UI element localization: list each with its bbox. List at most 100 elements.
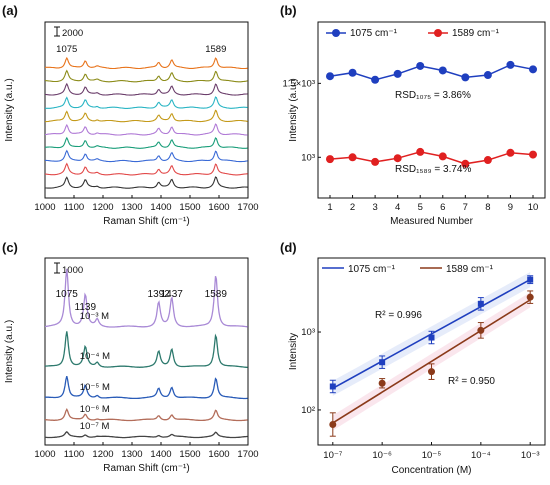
rsd-annotation-b: RSD₁₅₈₉ = 3.74% <box>395 164 471 175</box>
peak-label-a: 1075 <box>56 44 77 55</box>
x-tick-label-b: 4 <box>395 202 400 213</box>
data-point-b <box>416 147 425 156</box>
data-point-b <box>326 72 334 81</box>
x-tick-label-a: 1300 <box>121 202 142 213</box>
x-tick-label-a: 1400 <box>150 202 171 213</box>
x-tick-label-b: 9 <box>508 202 513 213</box>
panel-label-b: (b) <box>280 3 297 18</box>
data-point-d <box>527 276 534 283</box>
x-tick-label-c: 1400 <box>150 449 171 460</box>
data-point-b <box>529 65 537 74</box>
x-tick-label-b: 3 <box>372 202 377 213</box>
spectrum-line-a <box>44 162 248 176</box>
spectrum-line-c <box>44 331 248 369</box>
y-tick-label-d: 10³ <box>301 327 315 338</box>
y-axis-label-a: Intensity (a.u.) <box>4 78 15 141</box>
data-point-b <box>483 71 492 80</box>
x-tick-label-c: 1500 <box>179 449 200 460</box>
spectrum-line-a <box>44 82 248 96</box>
scale-bar-label-a: 2000 <box>62 28 83 39</box>
concentration-label-c: 10⁻⁵ M <box>80 382 110 393</box>
peak-label-c: 1139 <box>75 302 97 313</box>
y-tick-label-d: 10² <box>301 405 315 416</box>
legend-label-b: 1075 cm⁻¹ <box>350 28 398 39</box>
y-axis-label-c: Intensity (a.u.) <box>4 320 15 383</box>
spectrum-line-a <box>44 123 248 136</box>
data-point-d <box>477 326 485 334</box>
x-axis-label-b: Measured Number <box>390 216 473 227</box>
x-tick-label-d: 10⁻³ <box>521 450 540 461</box>
y-axis-label-d: Intensity <box>288 333 299 370</box>
fit-line-d <box>332 299 531 424</box>
x-tick-label-a: 1600 <box>208 202 229 213</box>
data-point-d <box>428 334 435 341</box>
legend-marker-b <box>332 29 340 37</box>
x-tick-label-c: 1100 <box>64 449 84 460</box>
spectrum-line-a <box>45 149 248 163</box>
x-tick-label-b: 6 <box>440 202 445 213</box>
scale-bar-label-c: 1000 <box>62 265 83 276</box>
concentration-label-c: 10⁻⁴ M <box>80 351 110 362</box>
data-point-b <box>416 61 425 70</box>
x-tick-label-a: 1500 <box>179 202 200 213</box>
data-point-d <box>526 293 534 301</box>
data-point-b <box>483 156 492 165</box>
plot-frame-b <box>317 21 546 199</box>
peak-label-c: 1437 <box>161 289 184 300</box>
data-point-b <box>348 153 357 162</box>
data-point-b <box>393 154 402 163</box>
x-tick-label-c: 1300 <box>121 449 142 460</box>
peak-label-a: 1589 <box>205 44 226 55</box>
spectrum-line-c <box>45 376 248 400</box>
spectrum-line-c <box>44 430 248 439</box>
data-point-b <box>438 152 447 161</box>
x-tick-label-c: 1600 <box>208 449 229 460</box>
r2-annotation-d: R² = 0.950 <box>448 376 495 387</box>
peak-label-c: 1392 <box>148 289 171 300</box>
x-tick-label-a: 1700 <box>237 202 258 213</box>
x-tick-label-d: 10⁻⁴ <box>471 450 491 461</box>
data-point-b <box>393 69 402 78</box>
data-point-b <box>506 60 515 69</box>
x-tick-label-d: 10⁻⁷ <box>323 450 343 461</box>
x-tick-label-b: 2 <box>350 202 355 213</box>
data-point-d <box>379 359 386 366</box>
concentration-label-c: 10⁻⁶ M <box>80 404 110 415</box>
spectrum-line-a <box>44 96 248 109</box>
data-point-b <box>326 155 334 164</box>
data-point-b <box>461 159 470 168</box>
plot-frame-c <box>44 257 249 446</box>
x-tick-label-d: 10⁻⁵ <box>422 450 442 461</box>
x-axis-label-a: Raman Shift (cm⁻¹) <box>103 216 189 227</box>
data-point-b <box>506 148 515 157</box>
y-axis-label-b: Intensity (a.u.) <box>288 78 299 141</box>
data-point-d <box>378 379 386 387</box>
series-line-b <box>329 151 534 165</box>
legend-label-b: 1589 cm⁻¹ <box>452 28 500 39</box>
y-tick-label-b: 10³ <box>301 152 315 163</box>
x-tick-label-a: 1000 <box>34 202 55 213</box>
x-tick-label-b: 5 <box>418 202 423 213</box>
panel-label-c: (c) <box>2 240 18 255</box>
data-point-b <box>371 157 380 166</box>
panel-label-d: (d) <box>280 240 297 255</box>
data-point-d <box>329 421 337 429</box>
rsd-annotation-b: RSD₁₀₇₅ = 3.86% <box>395 90 471 101</box>
legend-label-d: 1075 cm⁻¹ <box>348 264 396 275</box>
data-point-d <box>428 368 435 376</box>
panel-label-a: (a) <box>2 3 18 18</box>
x-axis-label-d: Concentration (M) <box>391 465 471 476</box>
data-point-d <box>477 300 484 307</box>
legend-marker-b <box>434 29 442 37</box>
x-tick-label-b: 1 <box>327 202 332 213</box>
x-tick-label-c: 1000 <box>34 449 55 460</box>
spectrum-line-a <box>44 56 248 70</box>
spectrum-line-c <box>44 268 248 328</box>
x-axis-label-c: Raman Shift (cm⁻¹) <box>103 463 189 474</box>
spectrum-line-a <box>44 136 248 149</box>
x-tick-label-b: 7 <box>463 202 468 213</box>
plot-frame-a <box>44 21 249 199</box>
data-point-b <box>461 73 470 82</box>
spectrum-line-a <box>44 69 248 83</box>
